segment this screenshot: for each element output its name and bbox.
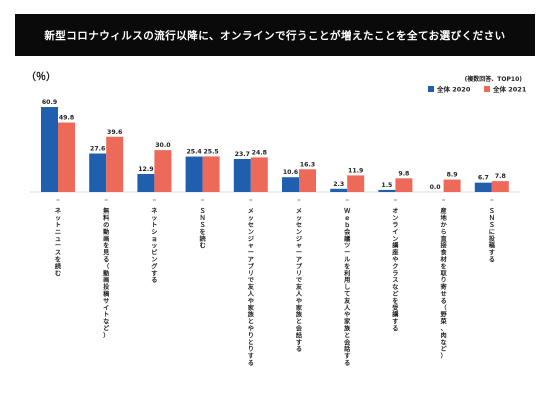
bar-4-1: [250, 157, 268, 192]
value-label-0-1: 49.8: [59, 115, 74, 122]
legend-swatch-0: [428, 86, 434, 92]
value-label-1-0: 27.6: [90, 145, 105, 152]
bar-1-0: [89, 153, 107, 192]
category-label-6: Ｗｅｂ会議ツールを利用して友人や家族と会話する: [343, 207, 351, 367]
legend-label-1: 全体 2021: [492, 85, 527, 94]
legend-swatch-1: [484, 86, 490, 92]
value-labels: 60.9 49.8 27.6 39.6 12.9 30.0 25.4 25.5 23.7 24.8…: [42, 99, 506, 191]
category-labels: ネットニュースを読む 無料の動画を見る（動画投稿サイトなど） ネットショッピングする…: [55, 199, 496, 367]
bar-7-1: [395, 178, 413, 192]
value-label-2-0: 12.9: [138, 166, 153, 173]
category-label-0: ネットニュースを読む: [55, 207, 62, 277]
value-label-7-1: 9.8: [398, 170, 409, 177]
value-label-4-0: 23.7: [235, 151, 250, 158]
bar-7-0: [378, 189, 396, 192]
bar-8-1: [443, 179, 461, 192]
legend-label-0: 全体 2020: [436, 85, 471, 94]
bar-9-0: [474, 182, 492, 192]
category-label-5: メッセンジャーアプリで友人や家族と会話する: [295, 208, 303, 353]
value-label-8-0: 0.0: [430, 184, 442, 191]
value-label-5-0: 10.6: [283, 169, 298, 176]
bar-3-1: [202, 156, 220, 192]
category-label-1: 無料の動画を見る（動画投稿サイトなど）: [102, 207, 110, 339]
value-label-2-1: 30.0: [155, 142, 171, 149]
value-label-1-1: 39.6: [107, 129, 122, 136]
chart-title: 新型コロナウィルスの流行以降に、オンラインで行うことが増えたことを全てお選びくだ…: [15, 14, 535, 56]
value-label-7-0: 1.5: [381, 182, 392, 189]
value-label-3-1: 25.5: [203, 148, 218, 155]
bar-3-0: [185, 156, 203, 192]
bar-1-1: [106, 136, 124, 192]
category-label-8: 産地から直接食材を取り寄せる（野菜、肉など）: [440, 207, 448, 360]
value-label-0-0: 60.9: [42, 99, 57, 106]
category-label-7: オンライン講座やクラスなどを受講する: [391, 208, 399, 332]
bar-2-0: [137, 174, 155, 192]
bar-6-0: [330, 188, 348, 192]
value-label-8-1: 8.9: [447, 172, 458, 179]
category-label-3: ＳＮＳを読む: [200, 207, 207, 250]
chart-note: (複数回答、TOP10): [465, 75, 523, 83]
category-label-9: ＳＮＳに投稿する: [488, 207, 496, 263]
bar-2-1: [154, 150, 172, 192]
value-label-9-1: 7.8: [495, 173, 506, 180]
category-label-2: ネットショッピングする: [151, 207, 158, 284]
value-label-3-0: 25.4: [186, 149, 202, 156]
bar-0-1: [58, 122, 75, 192]
bar-5-1: [299, 169, 316, 192]
legend: 全体 2020 全体 2021: [428, 85, 527, 94]
value-label-6-1: 11.9: [348, 167, 363, 174]
value-label-9-0: 6.7: [478, 175, 489, 182]
value-label-6-0: 2.3: [333, 181, 344, 188]
value-label-4-1: 24.8: [252, 149, 267, 156]
category-label-4: メッセンジャーアプリで友人や家族とやりとりする: [247, 208, 255, 367]
bar-6-1: [347, 175, 365, 192]
bar-4-0: [233, 158, 251, 192]
bars: [41, 107, 509, 192]
bar-9-1: [491, 181, 509, 192]
value-label-5-1: 16.3: [300, 161, 315, 168]
bar-5-0: [282, 177, 299, 192]
bar-0-0: [41, 107, 58, 192]
unit-label: （％）: [26, 70, 56, 83]
